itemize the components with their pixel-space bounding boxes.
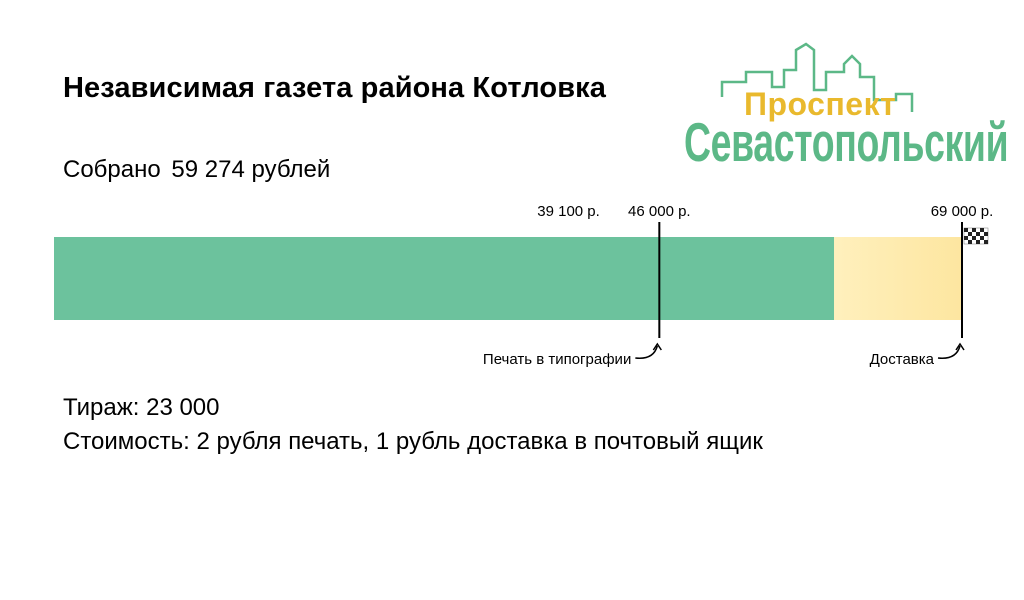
tick-label: 39 100 р. — [537, 203, 600, 220]
flag-check — [984, 232, 988, 236]
flag-check — [968, 232, 972, 236]
flag-check — [980, 228, 984, 232]
cost-text: Стоимость: 2 рубля печать, 1 рубль доста… — [63, 428, 763, 455]
logo-line1: Проспект — [744, 86, 897, 122]
milestone-arrowhead — [652, 342, 662, 351]
raised-bar — [54, 237, 835, 320]
milestone-arrowhead — [955, 342, 965, 351]
tick-label: 69 000 р. — [931, 203, 994, 220]
collected-prefix: Собрано — [63, 156, 161, 183]
flag-check — [980, 236, 984, 240]
milestone-arrow — [635, 345, 659, 359]
milestone-arrow — [937, 345, 961, 359]
flag-check — [984, 240, 988, 244]
collected-text: Собрано 59 274 рублей — [63, 156, 330, 184]
remaining-bar — [834, 237, 962, 320]
logo-skyline-icon — [720, 42, 914, 112]
milestone-label: Доставка — [870, 351, 935, 368]
flag-check — [964, 236, 968, 240]
logo-line2: Севастопольский — [684, 111, 1009, 173]
circulation-text: Тираж: 23 000 — [63, 394, 220, 421]
flag-check — [972, 236, 976, 240]
flag-check — [964, 228, 968, 232]
page-title: Независимая газета района Котловка — [63, 72, 606, 104]
flag-check — [972, 228, 976, 232]
milestone-label: Печать в типографии — [483, 351, 631, 368]
flag-check — [976, 240, 980, 244]
flag-check — [968, 240, 972, 244]
collected-amount: 59 274 рублей — [171, 156, 331, 183]
tick-label: 46 000 р. — [628, 203, 691, 220]
flag-check — [976, 232, 980, 236]
